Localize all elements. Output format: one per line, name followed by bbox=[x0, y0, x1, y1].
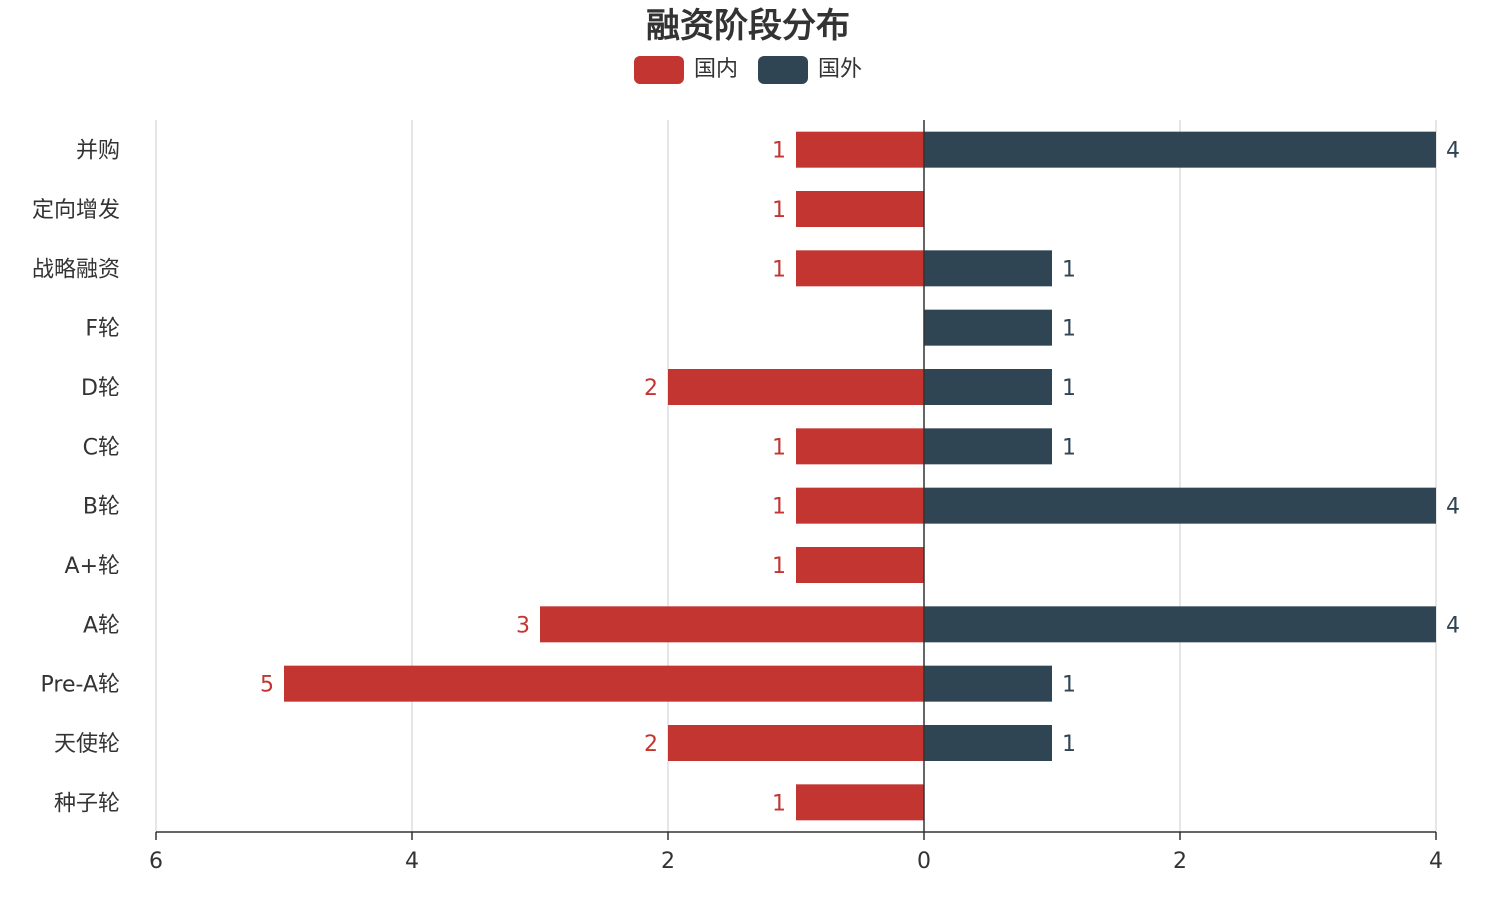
data-label-domestic-5: 1 bbox=[772, 495, 786, 520]
y-tick-label: A轮 bbox=[83, 613, 120, 638]
legend-swatch-domestic bbox=[633, 56, 684, 84]
bar-foreign-1 bbox=[924, 725, 1052, 761]
legend-label-domestic: 国内 bbox=[693, 57, 738, 82]
y-tick-label: 战略融资 bbox=[32, 257, 120, 282]
legend-swatch-foreign bbox=[758, 56, 808, 84]
bar-domestic-0 bbox=[796, 784, 924, 821]
data-label-domestic-6: 1 bbox=[772, 435, 786, 460]
bars: 1 2 5 3 1 1 1 2 1 1 1 1 1 4 4 1 1 1 1 4 bbox=[260, 131, 1460, 821]
bar-domestic-3 bbox=[540, 606, 924, 643]
data-label-foreign-1: 1 bbox=[1062, 732, 1076, 757]
x-tick-label: 2 bbox=[1173, 849, 1187, 874]
bar-foreign-8 bbox=[924, 309, 1052, 346]
x-tick-label: 6 bbox=[149, 849, 163, 874]
data-label-foreign-8: 1 bbox=[1062, 317, 1076, 342]
data-label-domestic-11: 1 bbox=[772, 139, 786, 164]
bar-foreign-5 bbox=[924, 487, 1436, 524]
x-tick-label: 4 bbox=[1429, 849, 1443, 874]
bar-domestic-7 bbox=[668, 369, 924, 405]
bar-domestic-11 bbox=[796, 131, 924, 168]
data-label-domestic-0: 1 bbox=[772, 791, 786, 816]
legend-item-domestic[interactable]: 国内 bbox=[633, 56, 738, 84]
x-axis-ticks: 6 4 2 0 2 4 bbox=[149, 832, 1443, 874]
data-label-foreign-11: 4 bbox=[1446, 139, 1460, 164]
legend: 国内 国外 bbox=[0, 56, 1496, 84]
bar-domestic-9 bbox=[796, 250, 924, 287]
data-label-foreign-2: 1 bbox=[1062, 673, 1076, 698]
y-tick-label: D轮 bbox=[81, 376, 120, 401]
bar-domestic-4 bbox=[796, 547, 924, 583]
y-tick-label: 天使轮 bbox=[54, 732, 120, 757]
bar-domestic-6 bbox=[796, 428, 924, 465]
y-tick-label: 定向增发 bbox=[32, 198, 120, 223]
y-tick-label: Pre-A轮 bbox=[41, 673, 120, 698]
x-tick-label: 4 bbox=[405, 849, 419, 874]
data-label-foreign-9: 1 bbox=[1062, 257, 1076, 282]
bar-domestic-10 bbox=[796, 191, 924, 227]
x-tick-label: 0 bbox=[917, 849, 931, 874]
bar-domestic-5 bbox=[796, 487, 924, 524]
bar-domestic-2 bbox=[284, 665, 924, 702]
legend-item-foreign[interactable]: 国外 bbox=[758, 56, 862, 84]
x-tick-label: 2 bbox=[661, 849, 675, 874]
y-tick-label: F轮 bbox=[85, 317, 120, 342]
data-label-domestic-4: 1 bbox=[772, 554, 786, 579]
y-axis-labels: 种子轮 天使轮 Pre-A轮 A轮 A+轮 B轮 C轮 D轮 F轮 战略融资 定向增发 并购 bbox=[32, 139, 120, 817]
y-tick-label: A+轮 bbox=[65, 554, 120, 579]
y-tick-label: 种子轮 bbox=[54, 791, 120, 816]
data-label-foreign-6: 1 bbox=[1062, 435, 1076, 460]
y-tick-label: C轮 bbox=[83, 435, 120, 460]
bar-foreign-6 bbox=[924, 428, 1052, 465]
data-label-foreign-5: 4 bbox=[1446, 495, 1460, 520]
data-label-foreign-3: 4 bbox=[1446, 613, 1460, 638]
bar-domestic-1 bbox=[668, 725, 924, 761]
bar-foreign-7 bbox=[924, 369, 1052, 405]
data-label-domestic-2: 5 bbox=[260, 673, 274, 698]
legend-label-foreign: 国外 bbox=[818, 57, 863, 82]
bar-foreign-11 bbox=[924, 131, 1436, 168]
data-label-domestic-10: 1 bbox=[772, 198, 786, 223]
data-label-domestic-1: 2 bbox=[644, 732, 658, 757]
bar-foreign-9 bbox=[924, 250, 1052, 287]
data-label-domestic-3: 3 bbox=[516, 613, 530, 638]
data-label-domestic-7: 2 bbox=[644, 376, 658, 401]
bar-foreign-3 bbox=[924, 606, 1436, 643]
data-label-foreign-7: 1 bbox=[1062, 376, 1076, 401]
y-tick-label: 并购 bbox=[76, 139, 120, 164]
data-label-domestic-9: 1 bbox=[772, 257, 786, 282]
y-tick-label: B轮 bbox=[83, 495, 120, 520]
bar-foreign-2 bbox=[924, 665, 1052, 702]
chart-title: 融资阶段分布 bbox=[646, 6, 850, 46]
